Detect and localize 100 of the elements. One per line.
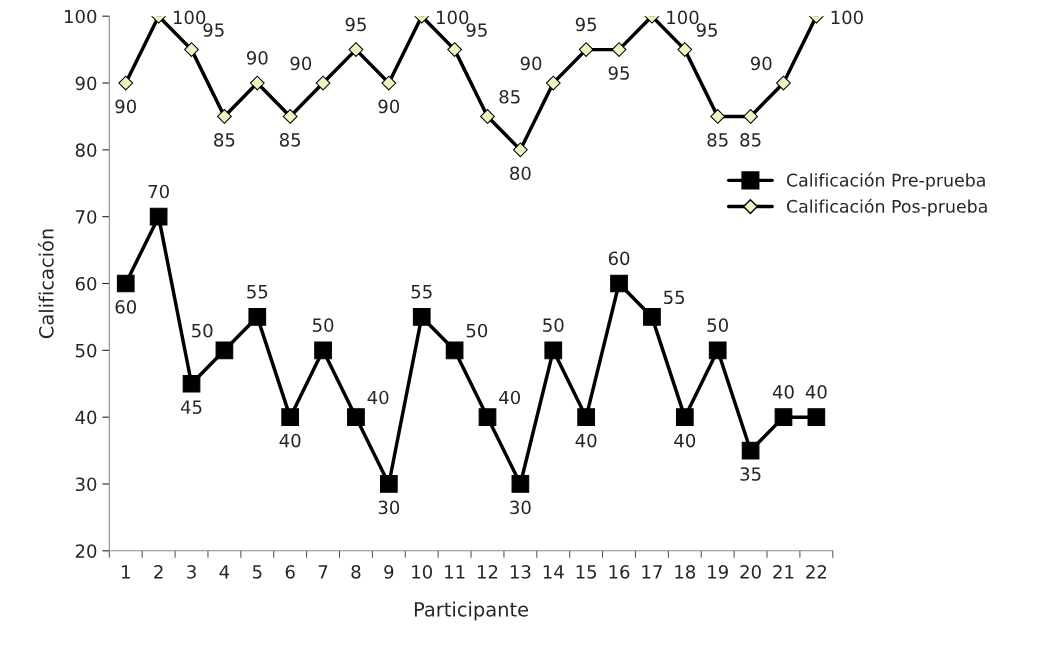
point: [217, 109, 232, 124]
x-tick-label: 14: [543, 565, 564, 579]
point: [611, 42, 627, 58]
point: [511, 475, 530, 493]
x-tick-label: 22: [806, 565, 827, 579]
point: [347, 408, 365, 426]
point: [743, 109, 758, 124]
x-tick-label: 21: [773, 565, 794, 579]
point: [578, 42, 594, 58]
point: [281, 408, 300, 426]
data-label: 35: [740, 467, 761, 481]
point: [314, 341, 332, 360]
data-label: 90: [246, 51, 268, 65]
x-tick-label: 16: [609, 565, 630, 579]
legend-label: Calificación Pre-prueba: [786, 172, 985, 191]
data-label: 60: [608, 251, 630, 266]
point: [412, 308, 431, 326]
y-tick-label: 50: [75, 343, 97, 358]
data-label: 95: [575, 17, 597, 32]
data-label: 85: [707, 133, 728, 147]
data-label: 90: [750, 56, 772, 71]
point: [776, 75, 791, 91]
data-label: 40: [367, 390, 389, 405]
point: [315, 75, 331, 91]
point: [118, 75, 134, 91]
y-axis-title: Calificación: [37, 229, 54, 339]
point: [182, 374, 201, 393]
y-tick-label: 100: [65, 9, 97, 24]
point: [116, 274, 135, 293]
point: [708, 341, 727, 360]
data-label: 85: [279, 133, 301, 147]
point: [184, 42, 199, 58]
point: [774, 408, 793, 426]
data-label: 50: [543, 318, 564, 332]
data-label: 85: [214, 133, 235, 147]
data-label: 40: [575, 433, 597, 448]
data-label: 45: [180, 400, 202, 414]
x-tick-label: 10: [412, 565, 433, 579]
y-tick-label: 80: [75, 143, 97, 157]
x-tick-label: 15: [576, 565, 597, 579]
data-label: 95: [696, 23, 717, 37]
data-label: 60: [115, 300, 137, 314]
y-tick-label: 40: [75, 410, 97, 425]
data-label: 85: [740, 133, 761, 147]
point: [381, 75, 397, 91]
point: [807, 408, 826, 426]
x-tick-label: 9: [384, 565, 394, 579]
data-label: 40: [674, 433, 696, 448]
data-label: 40: [772, 385, 794, 399]
data-label: 90: [115, 99, 137, 114]
point: [643, 308, 661, 326]
point: [544, 341, 563, 360]
data-label: 30: [510, 500, 531, 515]
data-label: 55: [411, 285, 432, 299]
data-label: 90: [520, 56, 542, 71]
point: [675, 408, 694, 426]
point: [379, 475, 398, 493]
point: [610, 274, 628, 293]
point: [710, 109, 726, 124]
data-label: 50: [466, 323, 488, 338]
point: [480, 109, 495, 124]
data-label: 95: [203, 23, 224, 37]
data-label: 55: [664, 290, 685, 305]
data-label: 40: [279, 433, 301, 448]
y-tick-label: 60: [75, 276, 97, 291]
x-tick-label: 18: [675, 565, 696, 579]
point: [215, 341, 234, 360]
point: [577, 408, 596, 426]
x-tick-label: 4: [219, 565, 230, 579]
x-tick-label: 8: [351, 565, 361, 579]
point: [348, 42, 364, 58]
data-label: 95: [345, 17, 366, 32]
data-label: 40: [805, 385, 827, 399]
data-label: 90: [290, 56, 312, 71]
x-tick-label: 6: [285, 565, 295, 579]
x-tick-label: 12: [477, 565, 498, 579]
point: [447, 42, 462, 58]
point: [677, 42, 693, 58]
x-tick-label: 13: [510, 565, 531, 579]
point: [248, 308, 267, 326]
legend-label: Calificación Pos-prueba: [786, 198, 987, 217]
y-tick-label: 20: [75, 544, 97, 558]
data-label: 95: [608, 66, 629, 80]
point: [445, 341, 464, 360]
data-label: 90: [378, 99, 400, 114]
data-label: 100: [173, 10, 206, 25]
point: [478, 408, 497, 426]
x-tick-label: 20: [740, 565, 761, 579]
data-label: 50: [192, 323, 213, 338]
data-label: 95: [466, 23, 487, 37]
data-label: 100: [667, 10, 699, 25]
data-label: 70: [148, 184, 169, 199]
data-label: 30: [378, 500, 400, 515]
y-tick-label: 70: [76, 210, 97, 224]
x-tick-label: 3: [187, 565, 196, 579]
x-tick-label: 19: [708, 565, 728, 579]
point: [282, 109, 298, 124]
data-label: 40: [499, 390, 521, 405]
x-tick-label: 1: [121, 565, 130, 579]
data-label: 55: [247, 285, 268, 299]
